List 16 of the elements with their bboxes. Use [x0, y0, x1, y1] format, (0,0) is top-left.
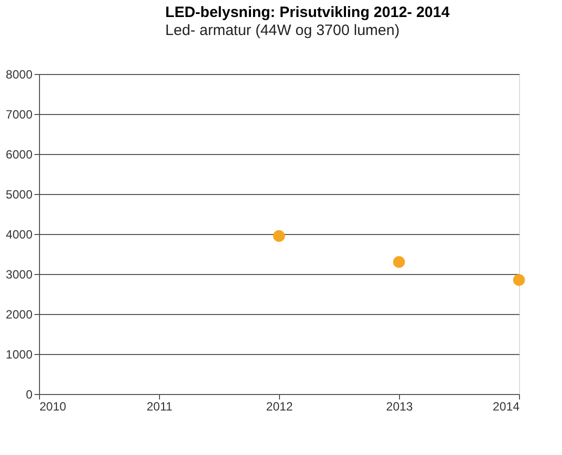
x-tick-label: 2011: [146, 400, 173, 414]
y-tick-label: 5000: [6, 188, 33, 202]
y-tick-label: 1000: [6, 348, 33, 362]
y-tick-label: 6000: [6, 148, 33, 162]
x-tick-label: 2010: [40, 400, 67, 414]
y-tick-label: 8000: [6, 68, 33, 82]
x-tick-label: 2013: [386, 400, 414, 414]
y-tick-label: 0: [26, 388, 33, 402]
y-tick-label: 2000: [6, 308, 33, 322]
y-tick-label: 3000: [6, 268, 33, 282]
y-tick-label: 4000: [6, 228, 33, 242]
chart-subtitle: Led- armatur (44W og 3700 lumen): [165, 22, 400, 39]
y-tick-label: 7000: [6, 108, 33, 122]
x-tick-label: 2012: [266, 400, 294, 414]
x-tick-label: 2014: [492, 400, 520, 414]
chart-title: LED-belysning: Prisutvikling 2012- 2014: [165, 4, 450, 21]
